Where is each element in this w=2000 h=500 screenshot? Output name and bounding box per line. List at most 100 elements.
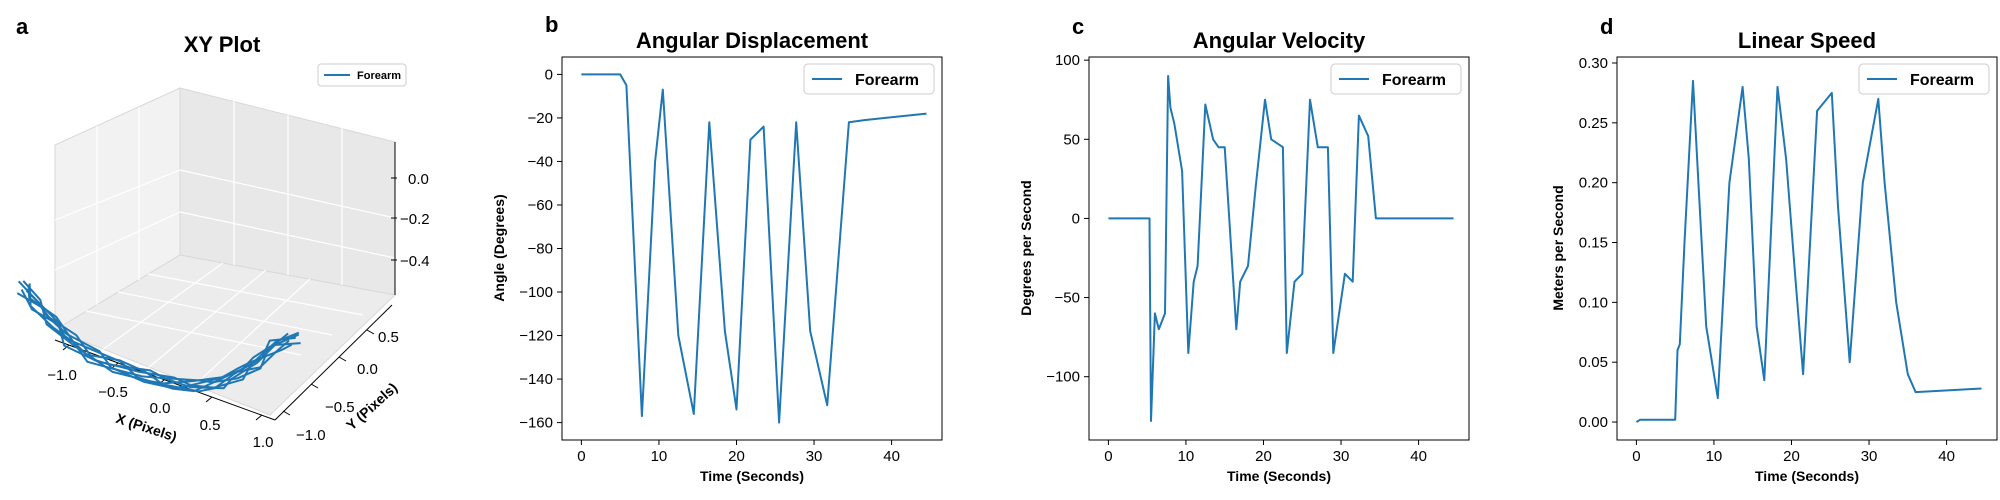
axes-frame-b: [561, 56, 943, 441]
trajectory-pass: [27, 284, 300, 384]
z-tick-label: −0.4: [400, 253, 430, 270]
x-tick-label: 0: [1104, 448, 1112, 465]
y-tick-label: 0.0: [357, 361, 378, 378]
plot-area-c: 0 10 20 30 40 100 50 0 −50 −100: [1046, 52, 1470, 465]
trajectory-pass: [25, 289, 290, 385]
x-tick-label: 10: [651, 448, 668, 465]
z-tick-label: 0.0: [408, 171, 429, 188]
y-axis-line-3d: [274, 304, 393, 421]
series-b: [581, 73, 927, 424]
y-tick-label: 0.5: [378, 329, 399, 346]
trajectory-pass: [16, 292, 293, 390]
x-tick-label: 0.5: [200, 417, 221, 434]
series-line: [1108, 75, 1454, 422]
panel-d: d Linear Speed 0 10 20 30 40 0.00 0.05 0.10 0.15…: [1550, 14, 1998, 484]
y-tick-label: 0.10: [1579, 294, 1608, 311]
y-tick-label: −100: [1046, 369, 1080, 386]
x-tick-label: 0: [1632, 448, 1640, 465]
y-tick-label: 0.15: [1579, 235, 1608, 252]
x-tick-label: 0.0: [150, 400, 171, 417]
y-tick-label: −60: [528, 197, 553, 214]
y-tick-label: −40: [528, 153, 553, 170]
y-tick-label: −160: [519, 415, 553, 432]
panel-letter-b: b: [545, 12, 558, 37]
panel-title-b: Angular Displacement: [636, 28, 869, 53]
series-line: [1635, 79, 1982, 423]
panel-letter-d: d: [1600, 14, 1613, 39]
panel-c: c Angular Velocity 0 10 20 30 40 100 50 0 −50 −10…: [1018, 14, 1470, 484]
legend-label: Forearm: [357, 70, 401, 82]
legend-d: Forearm: [1858, 63, 1990, 95]
panel-b: b Angular Displacement 0 10 20 30 40 0 −20 −40 −…: [491, 12, 943, 484]
x-tick-label: 10: [1178, 448, 1195, 465]
legend-box: [1858, 63, 1990, 95]
y-tick-label: −50: [1055, 290, 1080, 307]
y-tick-label: 0.25: [1579, 115, 1608, 132]
y-tick-label: −0.5: [325, 399, 355, 416]
x-tick-label: 0: [577, 448, 585, 465]
x-axis-label-d: Time (Seconds): [1755, 468, 1859, 484]
panel-letter-a: a: [16, 14, 29, 39]
panel-letter-c: c: [1072, 14, 1084, 39]
y-tick-label: 0: [545, 66, 553, 83]
y-tick-label: −80: [528, 241, 553, 258]
z-ticks-3d: 0.0 −0.2 −0.4: [391, 171, 430, 270]
x-tick-label: 1.0: [253, 434, 274, 451]
series-c: [1108, 75, 1454, 422]
x-axis-label-c: Time (Seconds): [1227, 468, 1331, 484]
trajectory-3d: [16, 280, 301, 393]
legend-c: Forearm: [1330, 63, 1462, 95]
legend-box: [1330, 63, 1462, 95]
legend-box: [803, 63, 935, 95]
y-tick-label: −140: [519, 371, 553, 388]
y-axis-label-b: Angle (Degrees): [491, 194, 507, 301]
y-axis-label-d: Meters per Second: [1550, 185, 1566, 310]
y-tick-label: 0.30: [1579, 55, 1608, 72]
z-tick-label: −0.2: [400, 211, 430, 228]
axes-frame-d: [1616, 56, 1998, 441]
y-tick-label: 0.00: [1579, 414, 1608, 431]
x-tick-label: 10: [1706, 448, 1723, 465]
legend-a: Forearm: [317, 63, 407, 87]
series-d: [1635, 79, 1982, 423]
plot-area-b: 0 10 20 30 40 0 −20 −40 −60 −80 −100 −120 −140 −160: [519, 56, 943, 465]
ticks-d: 0 10 20 30 40 0.00 0.05 0.10 0.15 0.20 0.25 0.30: [1579, 55, 1955, 465]
pane-grid: [54, 101, 396, 394]
x-tick-label: 30: [1333, 448, 1350, 465]
legend-label: Forearm: [1910, 72, 1974, 89]
legend-box: [317, 63, 407, 87]
ticks-b: 0 10 20 30 40 0 −20 −40 −60 −80 −100 −120 −140 −160: [519, 66, 900, 465]
trajectory-pass: [17, 280, 300, 389]
series-line: [581, 73, 927, 424]
y-tick-label: −100: [519, 284, 553, 301]
x-tick-label: 20: [1255, 448, 1272, 465]
legend-label: Forearm: [855, 72, 919, 89]
legend-label: Forearm: [1382, 72, 1446, 89]
panel-title-c: Angular Velocity: [1193, 28, 1366, 53]
x-tick-label: 30: [1861, 448, 1878, 465]
x-axis-label-b: Time (Seconds): [700, 468, 804, 484]
y-tick-label: 0: [1072, 210, 1080, 227]
y-tick-label: 0.20: [1579, 175, 1608, 192]
axes-frame-c: [1088, 56, 1470, 441]
x-tick-label: 40: [1938, 448, 1955, 465]
x-tick-label: −1.0: [47, 367, 77, 384]
y-tick-label: 0.05: [1579, 354, 1608, 371]
legend-b: Forearm: [803, 63, 935, 95]
panel-a: a XY Plot: [16, 14, 430, 451]
x-axis-line-3d: [54, 339, 276, 421]
y-tick-label: 100: [1055, 52, 1080, 69]
panel-title-a: XY Plot: [184, 32, 261, 57]
y-tick-label: −120: [519, 328, 553, 345]
y-tick-label: 50: [1063, 131, 1080, 148]
x-tick-label: 30: [806, 448, 823, 465]
x-tick-label: −0.5: [98, 384, 128, 401]
y-axis-label-c: Degrees per Second: [1018, 180, 1034, 315]
x-tick-label: 40: [883, 448, 900, 465]
x-tick-label: 40: [1410, 448, 1427, 465]
y-tick-label: −20: [528, 110, 553, 127]
panel-title-d: Linear Speed: [1738, 28, 1876, 53]
x-tick-label: 20: [728, 448, 745, 465]
ticks-c: 0 10 20 30 40 100 50 0 −50 −100: [1046, 52, 1427, 465]
